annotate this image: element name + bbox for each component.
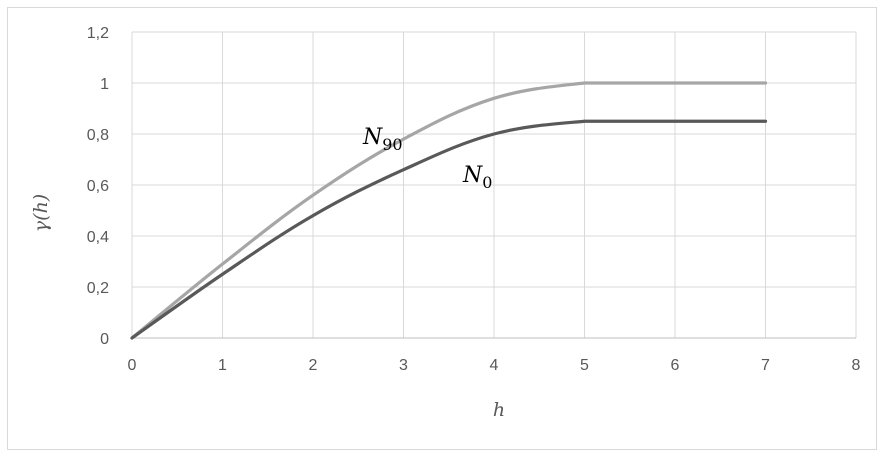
x-tick-label: 1	[218, 357, 227, 374]
y-tick-label: 1,2	[87, 25, 109, 42]
series-line-n0	[130, 119, 768, 340]
tick-labels: 0 1 2 3 4 5 6 7 8 0 0,2 0,4 0,6 0,8 1 1,2	[87, 25, 861, 374]
y-tick-label: 0	[100, 331, 109, 348]
x-tick-label: 6	[671, 357, 680, 374]
series-label-n0-main: N	[462, 163, 483, 188]
series-label-n90-sub: 90	[382, 135, 402, 154]
series-lines	[130, 81, 768, 340]
x-tick-label: 0	[128, 357, 137, 374]
x-tick-label: 4	[490, 357, 499, 374]
series-label-n0-sub: 0	[482, 173, 492, 192]
y-tick-label: 0,6	[87, 178, 109, 195]
x-tick-label: 7	[761, 357, 770, 374]
x-tick-label: 2	[309, 357, 318, 374]
series-label-n0: N0	[462, 163, 492, 192]
axes	[131, 32, 856, 339]
y-tick-label: 1	[100, 76, 109, 93]
gridlines	[132, 31, 857, 338]
y-axis-title: γ(h)	[30, 194, 52, 232]
chart-area: 0 1 2 3 4 5 6 7 8 0 0,2 0,4 0,6 0,8 1 1,2 h γ(h) N90 N0	[7, 7, 877, 450]
x-tick-label: 3	[399, 357, 408, 374]
x-axis-title: h	[493, 399, 505, 421]
series-line-n90	[130, 81, 768, 340]
series-label-n90: N90	[362, 125, 403, 154]
y-tick-label: 0,8	[87, 127, 109, 144]
y-tick-label: 0,4	[87, 229, 109, 246]
y-tick-label: 0,2	[87, 280, 109, 297]
line-chart: 0 1 2 3 4 5 6 7 800,20,40,60,811,2 h γ(h) N90 N0	[30, 25, 861, 421]
series-label-n90-main: N	[362, 125, 383, 150]
x-tick-label: 8	[852, 357, 861, 374]
x-tick-label: 5	[580, 357, 589, 374]
